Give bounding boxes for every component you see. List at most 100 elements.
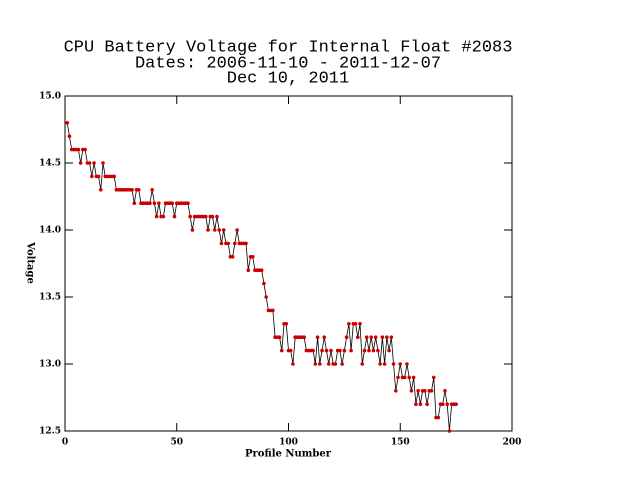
data-point <box>190 228 195 232</box>
data-point <box>369 335 373 340</box>
data-point <box>454 402 458 407</box>
data-point <box>443 389 447 393</box>
data-point <box>233 241 237 246</box>
data-point <box>380 335 385 340</box>
x-tick-label: 150 <box>391 438 410 448</box>
data-point <box>311 348 315 353</box>
data-point <box>344 335 349 340</box>
data-point <box>347 322 351 326</box>
data-point <box>302 335 306 340</box>
data-point <box>431 375 436 380</box>
data-point <box>172 214 177 219</box>
data-point <box>402 375 407 380</box>
data-point <box>353 322 358 326</box>
x-tick-label: 100 <box>279 438 298 448</box>
data-point <box>78 161 83 165</box>
data-point <box>206 228 210 232</box>
data-point <box>90 174 94 179</box>
data-point <box>76 147 81 152</box>
x-axis-label: Profile Number <box>245 449 332 460</box>
data-point <box>436 415 441 420</box>
data-point <box>215 214 219 219</box>
data-point <box>416 389 420 393</box>
data-point <box>409 389 414 393</box>
y-tick-label: 12.5 <box>39 427 61 437</box>
data-point <box>320 348 324 353</box>
data-point <box>92 161 96 165</box>
data-point <box>188 214 192 219</box>
data-point <box>349 348 353 353</box>
data-point <box>355 335 360 340</box>
x-tick-label: 200 <box>503 438 522 448</box>
data-point <box>326 362 331 366</box>
data-point <box>387 348 391 353</box>
data-point <box>313 362 318 366</box>
data-point <box>279 348 284 353</box>
data-point <box>67 134 72 138</box>
data-point <box>136 188 141 192</box>
y-tick-label: 13.5 <box>39 293 61 303</box>
y-tick-label: 13.0 <box>39 360 61 370</box>
data-point <box>132 201 137 205</box>
data-point <box>389 335 394 340</box>
data-point <box>259 268 264 273</box>
data-point <box>230 254 235 259</box>
data-point <box>382 362 387 366</box>
data-point <box>96 174 101 179</box>
chart-date: Dec 10, 2011 <box>227 69 349 88</box>
data-point <box>152 201 157 205</box>
data-point <box>440 402 445 407</box>
data-point <box>219 241 224 246</box>
data-point <box>65 121 70 125</box>
data-point <box>418 402 423 407</box>
data-point <box>210 214 215 219</box>
data-point <box>411 375 416 380</box>
data-point <box>398 362 403 366</box>
data-point <box>396 375 400 380</box>
data-point <box>315 335 320 340</box>
data-point <box>342 348 347 353</box>
x-tick-label: 50 <box>170 438 183 448</box>
data-point <box>250 254 255 259</box>
data-point <box>130 188 134 192</box>
data-point <box>322 335 327 340</box>
x-tick-label: 0 <box>62 438 68 448</box>
data-point <box>226 241 230 246</box>
data-point <box>385 335 389 340</box>
data-point <box>373 335 378 340</box>
data-point <box>378 362 382 366</box>
data-point <box>317 362 322 366</box>
data-point <box>391 362 396 366</box>
data-point <box>98 188 103 192</box>
data-point <box>364 335 369 340</box>
data-point <box>447 429 452 433</box>
data-point <box>112 174 116 179</box>
chart-title: CPU Battery Voltage for Internal Float #… <box>64 38 513 57</box>
data-point <box>371 348 376 353</box>
data-point <box>358 322 362 326</box>
data-point <box>423 389 427 393</box>
data-point <box>212 228 217 232</box>
data-point <box>264 295 268 299</box>
y-axis-label: Voltage <box>25 241 36 284</box>
data-point <box>262 281 266 286</box>
data-point <box>221 228 226 232</box>
y-tick-label: 14.0 <box>39 226 61 236</box>
data-point <box>340 362 344 366</box>
plot-frame <box>64 95 513 432</box>
y-tick-label: 14.5 <box>39 159 61 169</box>
data-point <box>154 214 159 219</box>
data-point <box>367 348 371 353</box>
data-line <box>66 122 457 432</box>
data-point <box>288 348 293 353</box>
chart-subtitle: Dates: 2006-11-10 - 2011-12-07 <box>135 54 441 73</box>
data-point <box>235 228 239 232</box>
data-point <box>217 228 222 232</box>
data-point <box>291 362 295 366</box>
data-point <box>360 362 365 366</box>
data-point <box>148 201 152 205</box>
y-tick-label: 15.0 <box>39 92 61 102</box>
data-point <box>83 147 87 152</box>
data-point <box>161 214 166 219</box>
